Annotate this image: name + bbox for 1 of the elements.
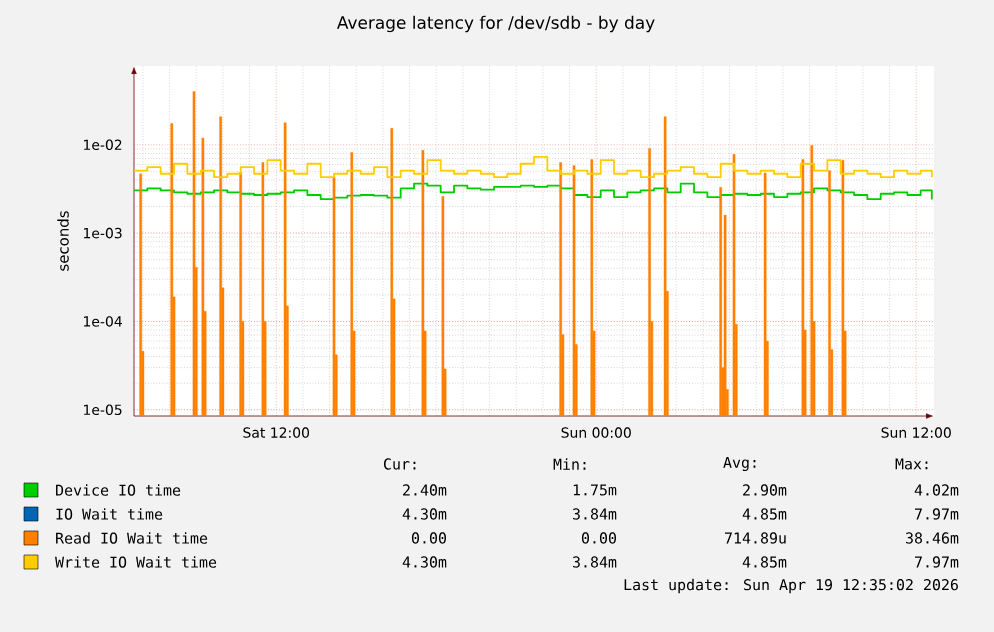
chart-title: Average latency for /dev/sdb - by day	[336, 15, 655, 33]
